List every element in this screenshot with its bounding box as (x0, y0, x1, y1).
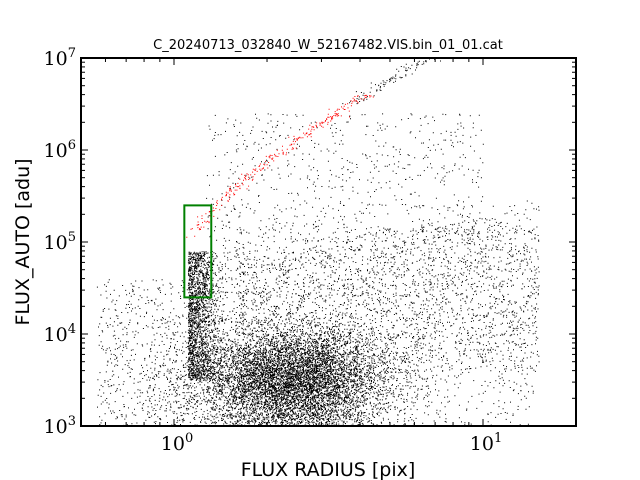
y-tick-label: 103 (44, 414, 76, 438)
selection-box (183, 204, 213, 299)
y-axis-label: FLUX_AUTO [adu] (12, 158, 34, 325)
y-tick-label: 106 (44, 138, 76, 162)
plot-frame (80, 57, 577, 427)
tick-labels: 100 101 103 104 105 106 107 (44, 46, 503, 455)
chart-title: C_20240713_032840_W_52167482.VIS.bin_01_… (153, 38, 503, 53)
x-tick-label: 100 (161, 431, 193, 455)
y-tick-label: 104 (44, 322, 76, 346)
y-tick-label: 107 (44, 46, 76, 70)
x-tick-label: 101 (470, 431, 502, 455)
y-tick-label: 105 (44, 230, 76, 254)
x-axis-label: FLUX RADIUS [pix] (241, 459, 416, 480)
